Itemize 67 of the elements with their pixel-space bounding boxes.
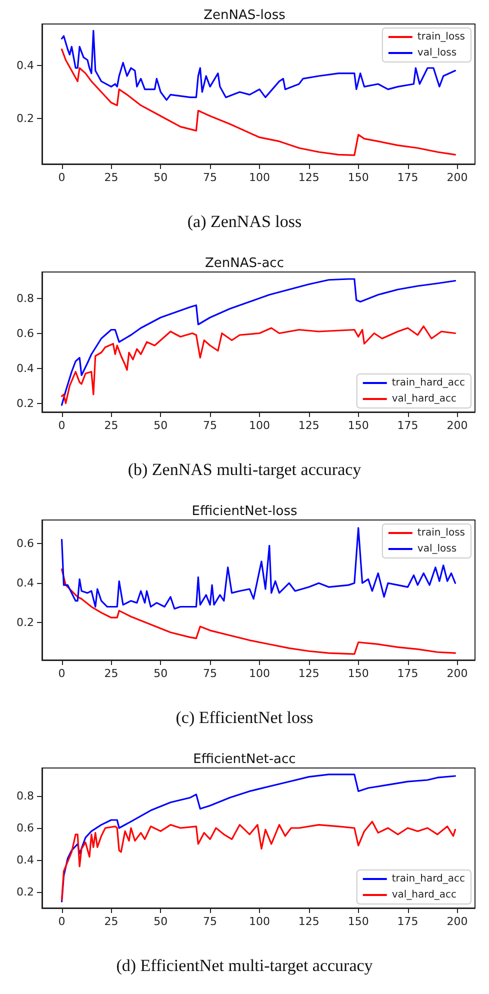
y-tick-label: 0.4 xyxy=(16,58,34,72)
x-tick-label: 50 xyxy=(154,171,168,184)
x-tick-label: 50 xyxy=(154,667,168,680)
text: (b) ZenNAS multi-target accuracy xyxy=(128,460,362,479)
y-tick-label: 0.2 xyxy=(16,396,34,410)
x-tick-label: 175 xyxy=(397,667,418,680)
x-tick-label: 125 xyxy=(298,667,320,680)
x-tick-label: 200 xyxy=(446,171,468,184)
y-tick-label: 0.4 xyxy=(16,362,34,375)
legend-label: val_hard_acc xyxy=(392,394,457,404)
legend-label: train_loss xyxy=(417,32,465,42)
y-tick-label: 0.8 xyxy=(16,790,34,802)
y-tick-label: 0.6 xyxy=(16,822,34,834)
x-tick-label: 200 xyxy=(446,915,468,928)
legend-label: train_loss xyxy=(417,528,465,538)
y-tick-label: 0.2 xyxy=(16,616,34,630)
x-tick-label: 125 xyxy=(298,419,320,432)
x-tick-label: 150 xyxy=(348,171,369,184)
x-tick-label: 200 xyxy=(446,419,468,432)
y-tick-label: 0.6 xyxy=(16,537,34,550)
y-tick-label: 0.8 xyxy=(16,292,34,305)
y-tick-label: 0.4 xyxy=(16,854,34,866)
text: (d) EfficientNet multi-target accuracy xyxy=(116,956,374,975)
x-tick-label: 0 xyxy=(58,915,66,928)
x-tick-label: 75 xyxy=(203,667,218,680)
legend-label: val_hard_acc xyxy=(392,890,457,900)
x-tick-label: 100 xyxy=(248,915,270,928)
x-tick-label: 150 xyxy=(348,915,369,928)
x-tick-label: 175 xyxy=(397,915,418,928)
x-tick-label: 175 xyxy=(397,419,418,432)
x-tick-label: 75 xyxy=(203,915,218,928)
x-tick-label: 0 xyxy=(58,171,66,184)
legend-label: val_loss xyxy=(417,544,457,554)
y-tick-label: 0.4 xyxy=(16,576,34,590)
line-series xyxy=(60,48,456,156)
x-tick-label: 75 xyxy=(203,171,218,184)
x-tick-label: 50 xyxy=(154,419,168,432)
x-tick-label: 0 xyxy=(58,667,66,680)
chart-title: ZenNAS-loss xyxy=(204,8,286,23)
line-series xyxy=(60,568,456,655)
y-tick-label: 0.2 xyxy=(16,112,34,126)
x-tick-label: 150 xyxy=(348,419,369,432)
legend-label: val_loss xyxy=(417,48,457,58)
text: (a) ZenNAS loss xyxy=(187,212,302,231)
x-tick-label: 25 xyxy=(104,915,118,928)
x-tick-label: 25 xyxy=(104,667,118,680)
chart-title: EfficientNet-acc xyxy=(193,752,296,767)
x-tick-label: 75 xyxy=(203,419,218,432)
x-tick-label: 100 xyxy=(248,667,270,680)
x-tick-label: 100 xyxy=(248,419,270,432)
x-tick-label: 200 xyxy=(446,667,468,680)
x-tick-label: 150 xyxy=(348,667,369,680)
legend-label: train_hard_acc xyxy=(392,378,466,388)
y-tick-label: 0.6 xyxy=(16,326,34,340)
legend-label: train_hard_acc xyxy=(392,874,466,884)
x-tick-label: 125 xyxy=(298,915,320,928)
chart-title: ZenNAS-acc xyxy=(205,256,284,271)
text: (c) EfficientNet loss xyxy=(176,708,314,727)
chart-title: EfficientNet-loss xyxy=(192,504,298,519)
x-tick-label: 125 xyxy=(298,171,320,184)
x-tick-label: 25 xyxy=(104,419,118,432)
x-tick-label: 50 xyxy=(154,915,168,928)
y-tick-label: 0.2 xyxy=(16,886,34,898)
x-tick-label: 100 xyxy=(248,171,270,184)
x-tick-label: 175 xyxy=(397,171,418,184)
x-tick-label: 25 xyxy=(104,171,118,184)
x-tick-label: 0 xyxy=(58,419,66,432)
